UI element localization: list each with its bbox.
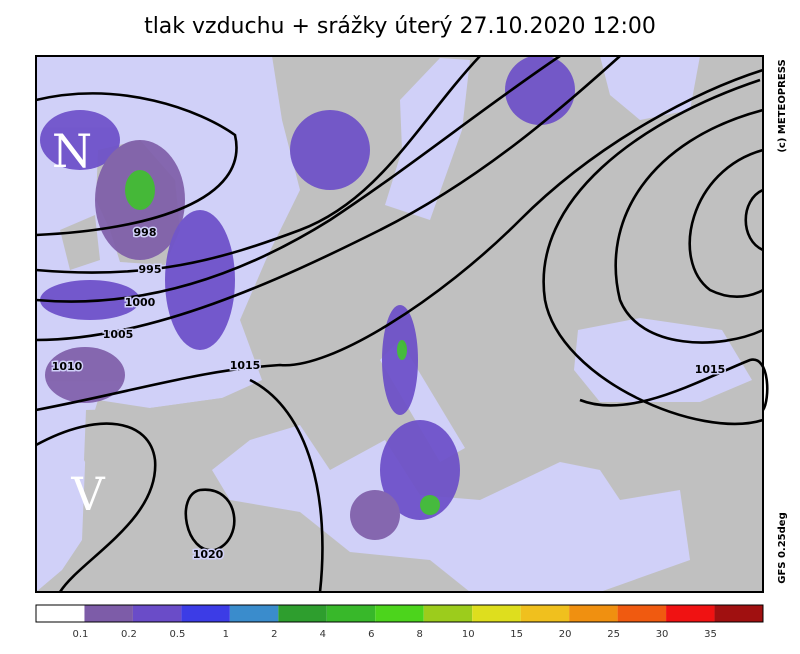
legend-swatch xyxy=(278,605,327,622)
isobar xyxy=(688,148,764,298)
isobar xyxy=(542,78,764,426)
compass-label: N xyxy=(52,124,92,178)
legend-label: 30 xyxy=(656,629,669,640)
legend-label: 8 xyxy=(417,629,423,640)
sea xyxy=(212,425,690,592)
precipitation-area xyxy=(380,420,460,520)
isobar xyxy=(35,54,561,303)
legend-label: 35 xyxy=(704,629,717,640)
legend-label: 0.2 xyxy=(121,629,137,640)
legend-swatch xyxy=(617,605,667,622)
legend-swatch xyxy=(472,605,521,622)
precipitation-area xyxy=(420,495,440,515)
precipitation xyxy=(40,55,575,540)
map: 998 995 1000 1005 1010 1015 1015 1020 N V xyxy=(35,54,769,593)
sea xyxy=(574,318,752,402)
legend-swatch xyxy=(132,605,182,622)
isobar xyxy=(35,68,764,412)
legend-swatch xyxy=(84,605,133,622)
legend-label: 0.1 xyxy=(73,629,89,640)
legend-frame xyxy=(35,604,764,623)
isobar-label: 1000 xyxy=(125,296,156,309)
legend-label: 25 xyxy=(607,629,620,640)
isobar xyxy=(35,422,157,593)
isobar-label: 1015 xyxy=(695,363,726,376)
isobar-label: 998 xyxy=(134,226,157,239)
legend-label: 4 xyxy=(320,629,326,640)
title: tlak vzduchu + srážky úterý 27.10.2020 1… xyxy=(144,14,656,39)
isobar xyxy=(35,92,238,237)
legend-swatch xyxy=(326,605,376,622)
compass-label: V xyxy=(70,467,105,521)
precipitation-area xyxy=(350,490,400,540)
legend-swatch xyxy=(666,605,715,622)
legend-swatch xyxy=(569,605,618,622)
precipitation-area xyxy=(505,55,575,125)
precipitation-area xyxy=(125,170,155,210)
legend-swatch xyxy=(229,605,279,622)
legend-swatch xyxy=(520,605,570,622)
credit: (c) METEOPRESS xyxy=(777,59,788,152)
isobar xyxy=(614,108,764,344)
sea xyxy=(385,58,470,220)
map-frame xyxy=(35,55,764,593)
legend-swatch xyxy=(181,605,230,622)
legend-label: 1 xyxy=(223,629,229,640)
model-label: GFS 0.25deg xyxy=(777,512,788,584)
legend-label: 10 xyxy=(462,629,475,640)
isobar xyxy=(184,488,236,552)
isobar xyxy=(744,188,764,252)
isobar-label: 995 xyxy=(139,263,162,276)
isobar-labels: 998 995 1000 1005 1010 1015 1015 1020 xyxy=(50,225,727,563)
legend-swatch xyxy=(423,605,473,622)
isobar xyxy=(249,378,324,593)
precipitation-area xyxy=(40,110,120,170)
legend-swatch xyxy=(714,605,763,622)
isobar xyxy=(579,358,769,411)
legend-label: 2 xyxy=(271,629,277,640)
sea xyxy=(600,56,700,120)
isobars xyxy=(35,54,769,593)
isobar-label: 1005 xyxy=(103,328,134,341)
legend-label: 6 xyxy=(368,629,374,640)
isobar xyxy=(35,55,621,342)
legend-swatch xyxy=(36,605,85,622)
isobar-label: 1015 xyxy=(230,359,261,372)
legend-swatch xyxy=(375,605,424,622)
legend-label: 20 xyxy=(559,629,572,640)
precipitation-area xyxy=(290,110,370,190)
precipitation-area xyxy=(45,347,125,403)
isobar-label: 1010 xyxy=(52,360,83,373)
legend-label: 0.5 xyxy=(169,629,185,640)
precipitation-area xyxy=(382,305,418,415)
isobar xyxy=(35,55,481,274)
isobar-label: 1020 xyxy=(193,548,224,561)
legend-label: 15 xyxy=(510,629,523,640)
legend: 0.1 0.2 0.5 1 2 4 6 8 10 15 20 25 30 35 xyxy=(35,604,764,640)
precipitation-area xyxy=(397,340,407,360)
